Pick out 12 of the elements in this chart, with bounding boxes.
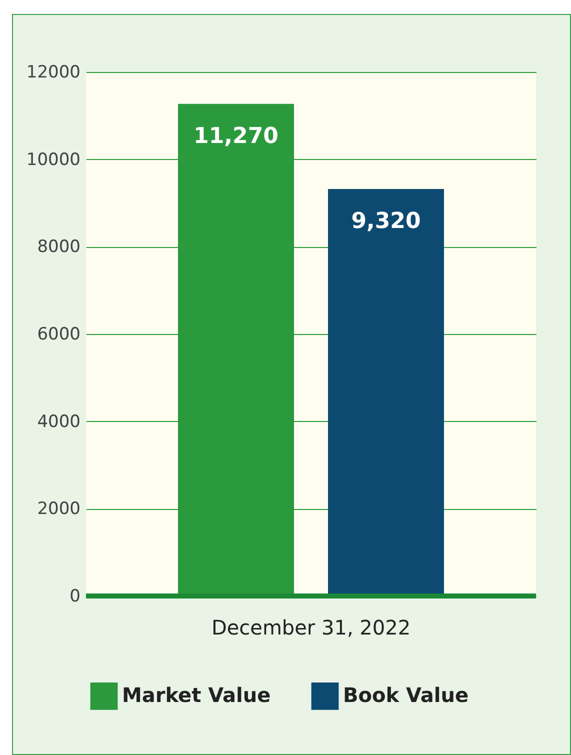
y-tick-label: 4000: [37, 412, 80, 432]
y-tick-label: 0: [70, 586, 80, 606]
data-label: 9,320: [351, 209, 421, 234]
y-tick-label: 6000: [37, 324, 80, 344]
y-tick-label: 8000: [37, 237, 80, 258]
data-label: 11,270: [194, 124, 278, 149]
y-tick-label: 2000: [37, 499, 80, 520]
y-tick-label: 10000: [26, 150, 80, 170]
legend-label: Market Value: [122, 683, 271, 708]
y-tick-label: 12000: [26, 62, 80, 82]
x-tick-label: December 31, 2022: [211, 616, 411, 640]
legend-label: Book Value: [343, 683, 469, 708]
